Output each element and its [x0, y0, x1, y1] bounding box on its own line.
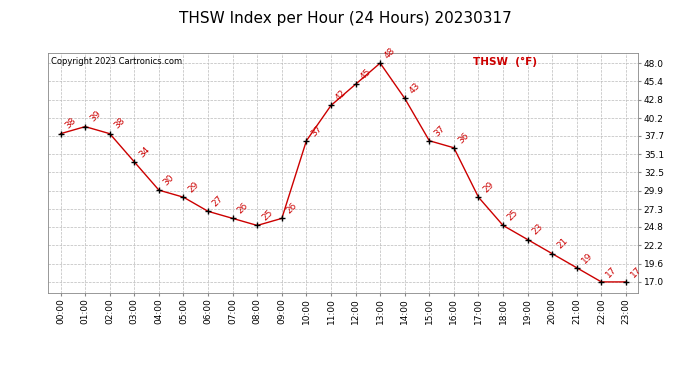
Text: 29: 29 — [186, 180, 201, 194]
Text: 29: 29 — [481, 180, 495, 194]
Text: 39: 39 — [88, 110, 102, 124]
Text: 25: 25 — [260, 208, 275, 223]
Text: 27: 27 — [211, 194, 225, 208]
Text: THSW  (°F): THSW (°F) — [473, 57, 537, 68]
Text: 37: 37 — [309, 123, 324, 138]
Text: 43: 43 — [408, 81, 422, 96]
Text: 37: 37 — [432, 123, 446, 138]
Text: Copyright 2023 Cartronics.com: Copyright 2023 Cartronics.com — [51, 57, 182, 66]
Text: 36: 36 — [457, 130, 471, 145]
Text: 26: 26 — [235, 201, 250, 216]
Text: 17: 17 — [629, 265, 643, 279]
Text: 17: 17 — [604, 265, 619, 279]
Text: 26: 26 — [284, 201, 299, 216]
Text: THSW Index per Hour (24 Hours) 20230317: THSW Index per Hour (24 Hours) 20230317 — [179, 11, 511, 26]
Text: 21: 21 — [555, 237, 569, 251]
Text: 34: 34 — [137, 145, 152, 159]
Text: 19: 19 — [580, 251, 594, 265]
Text: 38: 38 — [63, 116, 78, 131]
Text: 42: 42 — [334, 88, 348, 103]
Text: 45: 45 — [358, 67, 373, 81]
Text: 30: 30 — [161, 173, 176, 188]
Text: 25: 25 — [506, 208, 520, 223]
Text: 38: 38 — [112, 116, 127, 131]
Text: 48: 48 — [383, 46, 397, 60]
Text: 23: 23 — [531, 222, 545, 237]
